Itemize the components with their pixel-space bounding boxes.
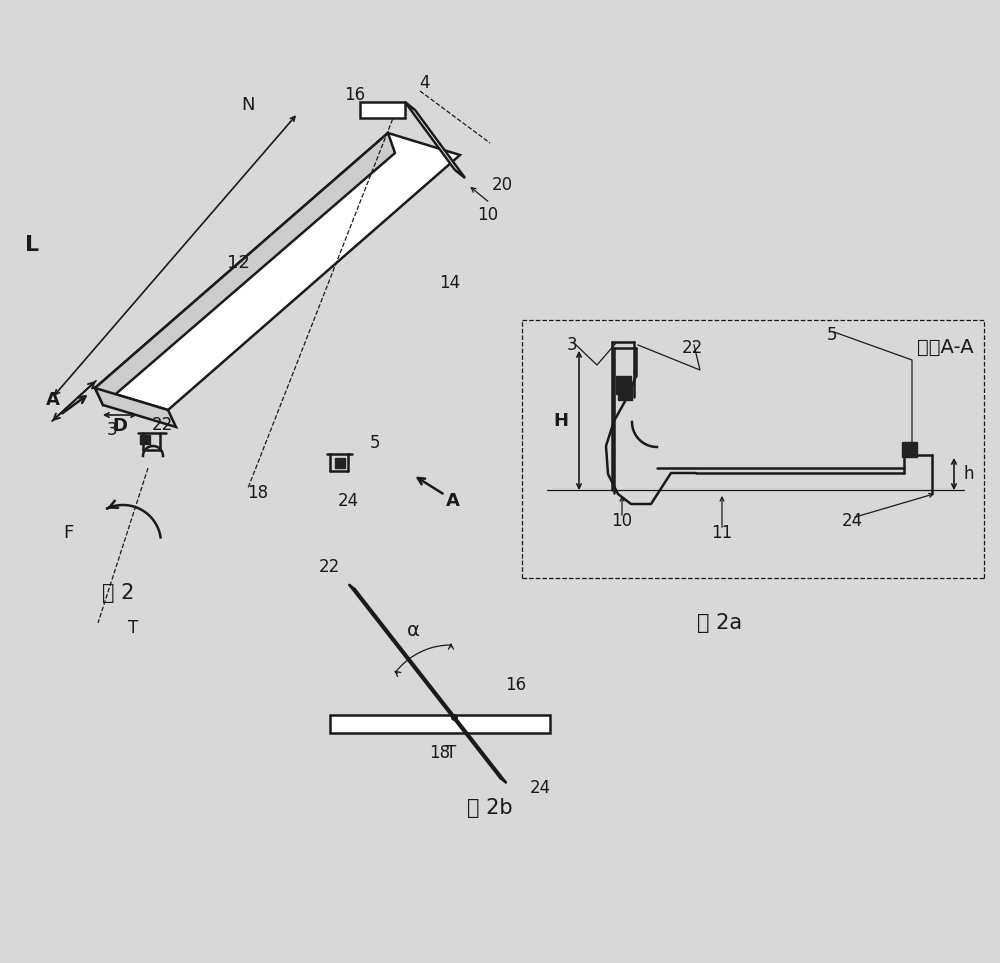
Polygon shape <box>405 102 465 178</box>
Text: 10: 10 <box>477 206 499 224</box>
Text: F: F <box>63 524 73 542</box>
Text: 图 2: 图 2 <box>102 583 134 603</box>
Text: 3: 3 <box>107 421 117 439</box>
Bar <box>140 435 150 444</box>
Text: 18: 18 <box>247 484 269 502</box>
Text: 10: 10 <box>611 512 633 530</box>
Text: 22: 22 <box>151 416 173 434</box>
Text: 4: 4 <box>420 74 430 92</box>
Text: 22: 22 <box>319 558 340 576</box>
Text: 24: 24 <box>841 512 863 530</box>
Text: 5: 5 <box>827 326 837 344</box>
Bar <box>522 320 984 578</box>
Text: 5: 5 <box>370 434 380 452</box>
Text: h: h <box>964 465 974 483</box>
Text: 24: 24 <box>337 492 359 510</box>
Text: H: H <box>554 411 568 429</box>
Text: 18: 18 <box>429 744 451 762</box>
Text: T: T <box>128 619 138 637</box>
Text: T: T <box>446 744 456 762</box>
Bar <box>335 458 345 468</box>
Text: 24: 24 <box>530 779 551 797</box>
Text: 12: 12 <box>227 254 249 272</box>
Bar <box>902 442 917 457</box>
Text: A: A <box>46 391 60 409</box>
Text: 20: 20 <box>491 176 513 194</box>
Text: A: A <box>446 492 460 510</box>
Text: 16: 16 <box>505 676 527 694</box>
Polygon shape <box>95 133 460 410</box>
Polygon shape <box>360 102 405 118</box>
Text: D: D <box>112 417 128 435</box>
Text: 14: 14 <box>439 274 461 292</box>
Polygon shape <box>95 133 395 405</box>
Bar <box>618 384 632 400</box>
Text: α: α <box>407 620 419 639</box>
Text: L: L <box>25 235 39 255</box>
Bar <box>330 715 550 733</box>
Text: N: N <box>241 96 255 114</box>
Text: 图 2a: 图 2a <box>697 613 743 633</box>
Polygon shape <box>95 388 176 427</box>
Text: 图 2b: 图 2b <box>467 798 513 818</box>
Bar <box>616 376 631 394</box>
Text: 截面A-A: 截面A-A <box>917 338 974 357</box>
Text: 11: 11 <box>711 524 733 542</box>
Text: 22: 22 <box>681 339 703 357</box>
Text: 3: 3 <box>567 336 577 354</box>
Text: 16: 16 <box>344 86 366 104</box>
